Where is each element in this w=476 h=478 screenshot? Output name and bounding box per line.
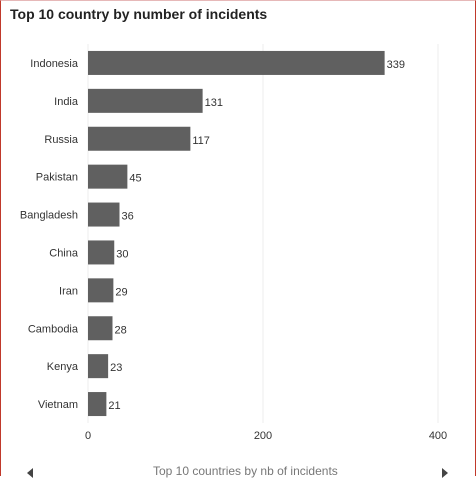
- y-tick-label: Bangladesh: [20, 210, 78, 222]
- bar: [88, 354, 109, 379]
- bar: [88, 392, 107, 417]
- bar: [88, 316, 113, 341]
- y-tick-label: Pakistan: [36, 172, 78, 184]
- bar: [88, 126, 191, 151]
- footer-label: Top 10 countries by nb of incidents: [153, 464, 338, 478]
- data-label: 45: [129, 173, 141, 185]
- y-axis-labels: Indonesia India Russia Pakistan Bangladesh Ch…: [20, 58, 79, 411]
- chart-title: Top 10 country by number of incidents: [10, 6, 268, 22]
- y-tick-label: Iran: [59, 285, 78, 297]
- data-label: 30: [116, 248, 128, 260]
- bar: [88, 88, 203, 113]
- data-label: 21: [108, 400, 120, 412]
- bar: [88, 164, 128, 189]
- bars: [88, 50, 385, 417]
- y-tick-label: Russia: [44, 134, 79, 146]
- data-label: 131: [205, 97, 223, 109]
- x-tick-label: 200: [254, 430, 272, 442]
- y-tick-label: Vietnam: [38, 399, 78, 411]
- y-tick-label: China: [49, 247, 79, 259]
- data-label: 36: [122, 211, 134, 223]
- x-tick-label: 400: [429, 430, 447, 442]
- x-axis-labels: 0 200 400: [85, 430, 447, 442]
- chevron-left-icon[interactable]: [27, 468, 33, 478]
- bar: [88, 50, 385, 75]
- data-label: 29: [115, 286, 127, 298]
- y-tick-label: Kenya: [47, 361, 79, 373]
- data-labels: 339 131 117 45 36 30 29 28 23 21: [108, 59, 405, 412]
- y-tick-label: Cambodia: [28, 323, 79, 335]
- data-label: 339: [387, 59, 405, 71]
- bar: [88, 278, 114, 303]
- data-label: 28: [115, 324, 127, 336]
- chart-footer: Top 10 countries by nb of incidents: [0, 464, 476, 478]
- chevron-right-icon[interactable]: [442, 468, 448, 478]
- x-tick-label: 0: [85, 430, 91, 442]
- bar: [88, 240, 115, 265]
- data-label: 117: [192, 135, 210, 147]
- y-tick-label: Indonesia: [30, 58, 79, 70]
- y-tick-label: India: [54, 96, 79, 108]
- data-label: 23: [110, 362, 122, 374]
- bar: [88, 202, 120, 227]
